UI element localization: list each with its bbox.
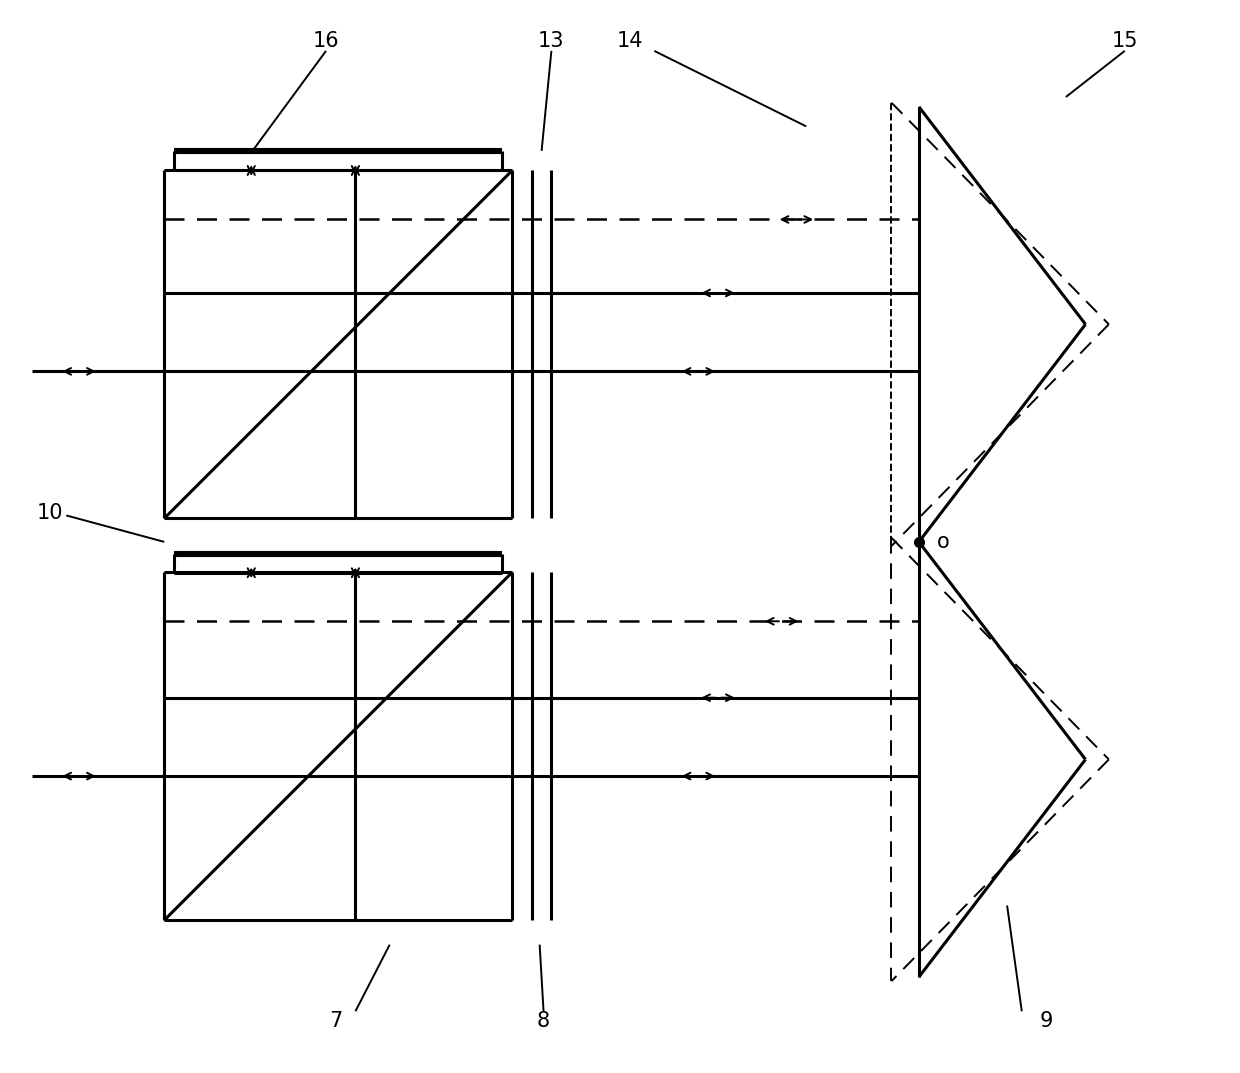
Text: 15: 15 — [1111, 31, 1138, 52]
Text: 16: 16 — [312, 31, 340, 52]
Text: 13: 13 — [538, 31, 564, 52]
Text: 10: 10 — [36, 503, 63, 524]
Text: 9: 9 — [1039, 1011, 1053, 1031]
Text: o: o — [936, 532, 950, 552]
Text: 14: 14 — [616, 31, 644, 52]
Text: 7: 7 — [329, 1011, 342, 1031]
Text: 8: 8 — [537, 1011, 551, 1031]
